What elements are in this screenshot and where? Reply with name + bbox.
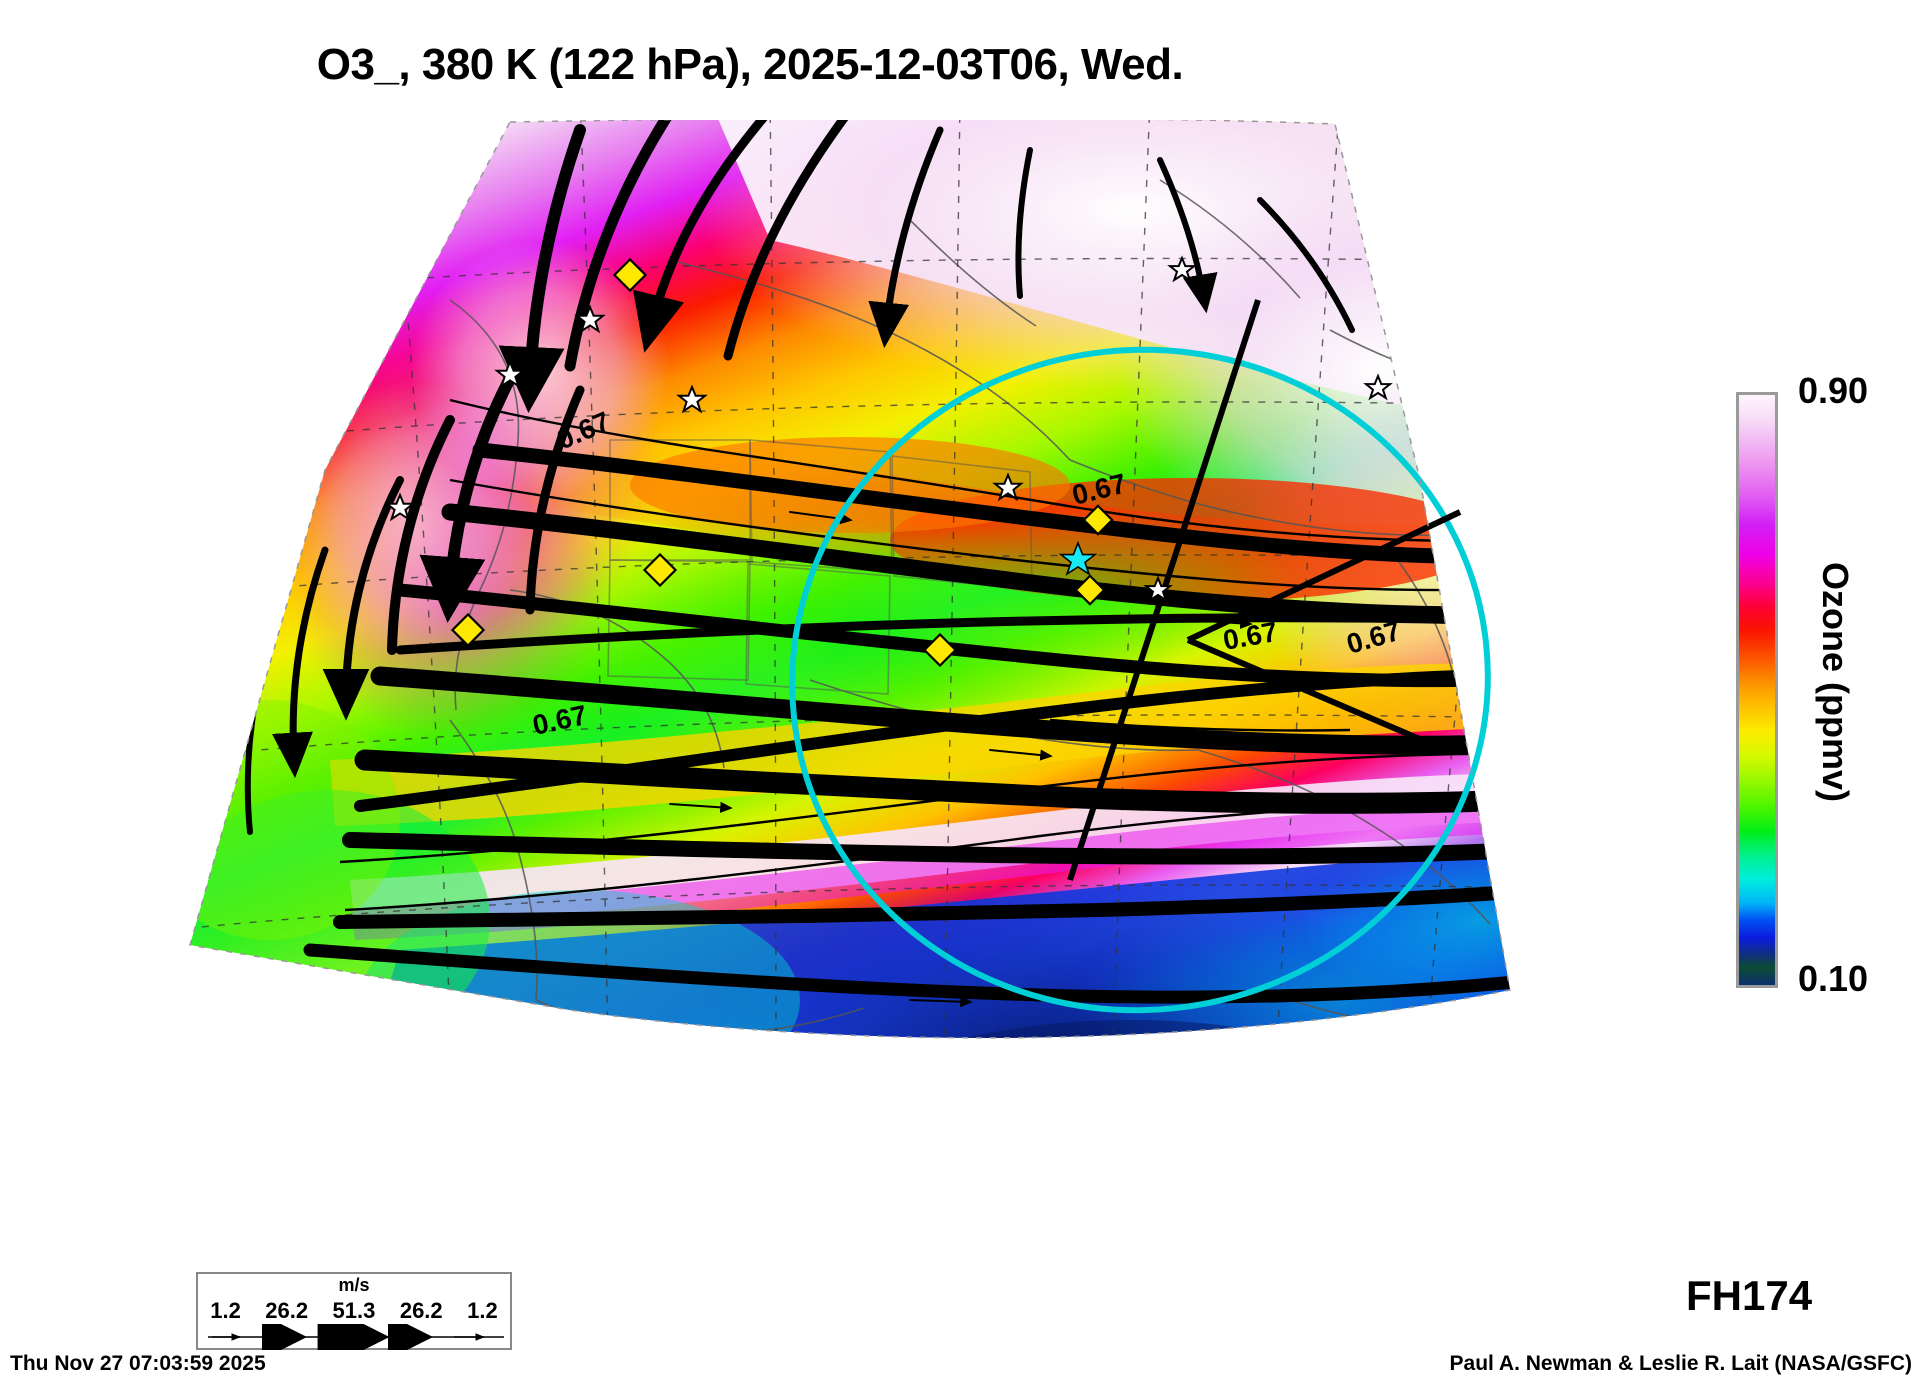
colorbar-axis-title: Ozone (ppmv) (1815, 562, 1856, 802)
city-marker[interactable] (992, 472, 1024, 502)
station-marker[interactable] (922, 632, 958, 668)
colorbar: 0.90 0.10 Ozone (ppmv) (1736, 370, 1926, 999)
author-credit: Paul A. Newman & Leslie R. Lait (NASA/GS… (1449, 1352, 1912, 1375)
forecast-hour-label: FH174 (1686, 1272, 1813, 1319)
wind-legend-arrows (198, 1301, 510, 1373)
station-marker[interactable] (612, 257, 648, 293)
city-marker[interactable] (1167, 255, 1197, 283)
station-marker[interactable] (1082, 504, 1114, 536)
city-marker[interactable] (1143, 575, 1173, 603)
city-marker[interactable] (384, 492, 416, 522)
ozone-contour-field (190, 120, 1510, 1038)
colorbar-max-label: 0.90 (1798, 370, 1869, 411)
station-marker[interactable] (642, 552, 678, 588)
map-plot[interactable]: 0.67 0.67 0.67 0.67 0.67 (150, 120, 1680, 1260)
wind-legend-units: m/s (338, 1275, 370, 1295)
city-marker[interactable] (494, 359, 526, 389)
station-marker[interactable] (1074, 574, 1106, 606)
city-marker[interactable] (574, 304, 606, 334)
map-boundary (189, 120, 1511, 1039)
wind-speed-legend: m/s 1.2 26.2 51.3 26.2 1.2 (196, 1272, 512, 1373)
city-marker[interactable] (1363, 373, 1393, 401)
station-marker[interactable] (450, 612, 486, 648)
flight-track-line[interactable] (1186, 637, 1424, 743)
wind-legend-value: 51.3 (332, 1298, 376, 1323)
page-title: O3_, 380 K (122 hPa), 2025-12-03T06, Wed… (316, 40, 1184, 89)
map-panel[interactable]: 0.67 0.67 0.67 0.67 0.67 (150, 120, 1680, 1260)
wind-legend-value: 26.2 (399, 1298, 443, 1323)
wind-legend-value: 26.2 (265, 1298, 309, 1323)
colorbar-gradient (1736, 392, 1778, 988)
wind-legend-value: 1.2 (467, 1298, 498, 1323)
generation-timestamp: Thu Nov 27 07:03:59 2025 (10, 1352, 266, 1375)
wind-legend-value: 1.2 (210, 1298, 241, 1323)
base-marker[interactable] (1058, 540, 1098, 576)
wind-streamlines (244, 120, 1510, 1038)
colorbar-min-label: 0.10 (1798, 958, 1869, 999)
map-markers[interactable] (384, 255, 1393, 668)
wind-legend-values: 1.2 26.2 51.3 26.2 1.2 (198, 1298, 510, 1324)
flight-range-ellipse[interactable] (759, 315, 1520, 1044)
flight-range-circle[interactable] (759, 315, 1520, 1044)
city-marker[interactable] (676, 384, 708, 414)
flight-track-line[interactable] (1186, 509, 1462, 643)
